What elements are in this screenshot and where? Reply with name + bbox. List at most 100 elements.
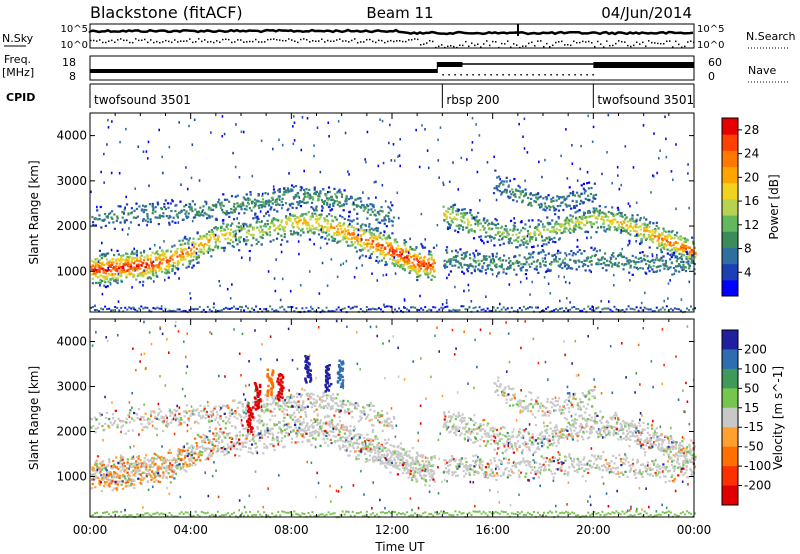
range-gate-cell xyxy=(237,222,240,225)
range-gate-cell xyxy=(181,239,184,242)
noise-search-dot xyxy=(528,42,530,45)
range-gate-cell xyxy=(676,250,679,253)
range-gate-cell xyxy=(472,252,475,255)
range-gate-cell xyxy=(133,273,136,276)
range-gate-cell xyxy=(491,221,494,224)
near-range-cell xyxy=(253,308,256,311)
near-range-cell xyxy=(132,306,135,309)
range-gate-cell xyxy=(528,240,531,243)
range-gate-cell xyxy=(199,237,202,240)
noise-cell xyxy=(393,159,396,162)
range-gate-cell xyxy=(385,237,389,241)
range-gate-cell xyxy=(544,209,547,212)
range-gate-cell xyxy=(248,198,252,201)
range-gate-cell xyxy=(330,195,333,199)
noise-cell xyxy=(143,269,145,272)
range-gate-cell xyxy=(222,193,225,196)
range-gate-cell xyxy=(529,232,532,235)
noise-cell xyxy=(389,123,391,127)
range-gate-cell xyxy=(136,466,140,470)
range-gate-cell xyxy=(294,184,298,188)
range-gate-cell xyxy=(141,471,144,474)
range-gate-cell xyxy=(457,260,460,263)
range-gate-cell xyxy=(237,440,240,443)
range-gate-cell xyxy=(376,227,380,230)
range-gate-cell xyxy=(505,272,508,275)
range-gate-cell xyxy=(240,203,243,206)
range-gate-cell xyxy=(92,264,95,267)
range-gate-cell xyxy=(154,462,157,466)
range-gate-cell xyxy=(260,434,264,437)
near-range-cell xyxy=(126,308,129,311)
range-gate-cell xyxy=(232,245,235,249)
noise-search-dot xyxy=(690,40,692,42)
range-gate-cell xyxy=(178,458,181,461)
range-gate-cell xyxy=(511,191,515,194)
range-gate-cell xyxy=(210,454,213,457)
range-gate-cell xyxy=(330,208,334,211)
range-gate-cell xyxy=(491,254,495,258)
range-gate-cell xyxy=(148,203,152,206)
nave-dot xyxy=(472,74,474,76)
range-gate-cell xyxy=(126,471,129,474)
range-gate-cell xyxy=(454,229,457,232)
range-gate-cell xyxy=(631,217,634,220)
range-gate-cell xyxy=(393,264,396,267)
range-gate-cell xyxy=(675,270,678,273)
range-gate-cell xyxy=(379,236,382,239)
near-range-cell xyxy=(694,307,696,310)
noise-search-dot xyxy=(612,44,614,47)
noise-cell xyxy=(152,280,155,283)
range-gate-cell xyxy=(594,197,597,200)
noise-cell xyxy=(121,228,124,231)
range-gate-cell xyxy=(491,252,494,256)
range-gate-cell xyxy=(248,225,251,228)
near-range-cell xyxy=(418,309,421,312)
noise-cell xyxy=(128,227,130,230)
range-gate-cell xyxy=(590,263,593,266)
range-gate-cell xyxy=(669,258,672,261)
range-gate-cell xyxy=(477,259,480,262)
range-gate-cell xyxy=(637,257,640,260)
range-gate-cell xyxy=(336,233,339,237)
noise-cell xyxy=(565,254,568,257)
range-gate-cell xyxy=(194,242,197,245)
range-gate-cell xyxy=(333,237,337,241)
range-gate-cell xyxy=(636,230,639,233)
range-gate-cell xyxy=(100,478,103,481)
near-range-cell xyxy=(524,308,527,311)
range-gate-cell xyxy=(528,252,531,255)
range-gate-cell xyxy=(224,234,227,237)
range-gate-cell xyxy=(190,455,193,458)
range-gate-cell xyxy=(345,235,348,238)
range-gate-cell xyxy=(167,268,170,271)
range-gate-cell xyxy=(379,209,382,212)
range-gate-cell xyxy=(162,458,165,462)
noise-cell xyxy=(275,258,278,261)
range-gate-cell xyxy=(178,451,181,454)
range-gate-cell xyxy=(433,270,436,273)
range-gate-cell xyxy=(167,217,170,220)
range-gate-cell xyxy=(566,263,569,267)
near-range-cell xyxy=(311,307,314,310)
range-gate-cell xyxy=(662,227,665,230)
range-gate-cell xyxy=(550,198,553,201)
range-gate-cell xyxy=(524,263,527,266)
noise-cell xyxy=(267,192,269,196)
range-gate-cell xyxy=(93,463,97,466)
range-gate-cell xyxy=(130,272,133,275)
near-range-cell xyxy=(275,309,278,312)
range-gate-cell xyxy=(384,236,387,240)
near-range-cell xyxy=(480,308,483,311)
cpid-segment-2: twofsound 3501 xyxy=(597,93,694,107)
range-gate-cell xyxy=(256,426,259,429)
noise-cell xyxy=(586,171,589,174)
range-gate-cell xyxy=(568,219,571,222)
range-gate-cell xyxy=(686,238,689,241)
noise-cell xyxy=(137,145,140,148)
range-gate-cell xyxy=(226,432,229,436)
range-gate-cell xyxy=(146,480,150,483)
range-gate-cell xyxy=(120,265,123,269)
range-gate-cell xyxy=(176,216,180,219)
range-gate-cell xyxy=(114,476,117,479)
